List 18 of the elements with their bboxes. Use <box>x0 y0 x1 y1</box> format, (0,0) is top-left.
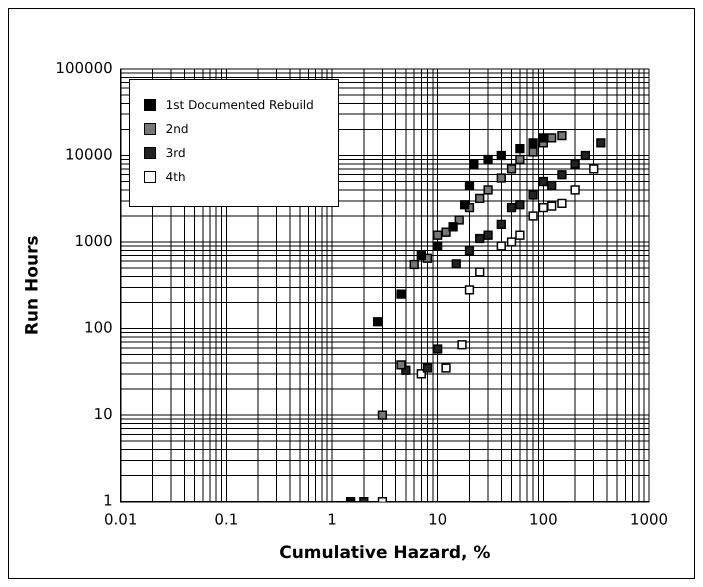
legend-label: 2nd <box>166 122 189 136</box>
x-tick-label: 0.01 <box>104 510 138 528</box>
legend-label: 3rd <box>166 146 186 160</box>
x-tick-label: 0.1 <box>214 510 238 528</box>
x-axis-title: Cumulative Hazard, % <box>279 543 490 564</box>
x-tick-label: 1000 <box>630 510 668 528</box>
y-tick-label: 10 <box>94 404 113 423</box>
x-tick-label: 1 <box>327 510 337 528</box>
x-tick-label: 10 <box>428 510 448 528</box>
y-tick-label: 100000 <box>55 58 113 77</box>
y-tick-label: 10000 <box>64 145 113 164</box>
y-tick-label: 1 <box>103 491 113 510</box>
y-tick-label: 1000 <box>74 232 113 250</box>
y-tick-label: 100 <box>84 318 113 336</box>
legend-label: 4th <box>166 170 186 184</box>
legend-label: 1st Documented Rebuild <box>166 98 314 112</box>
x-tick-label: 100 <box>529 510 558 528</box>
y-axis-title: Run Hours <box>22 235 43 336</box>
